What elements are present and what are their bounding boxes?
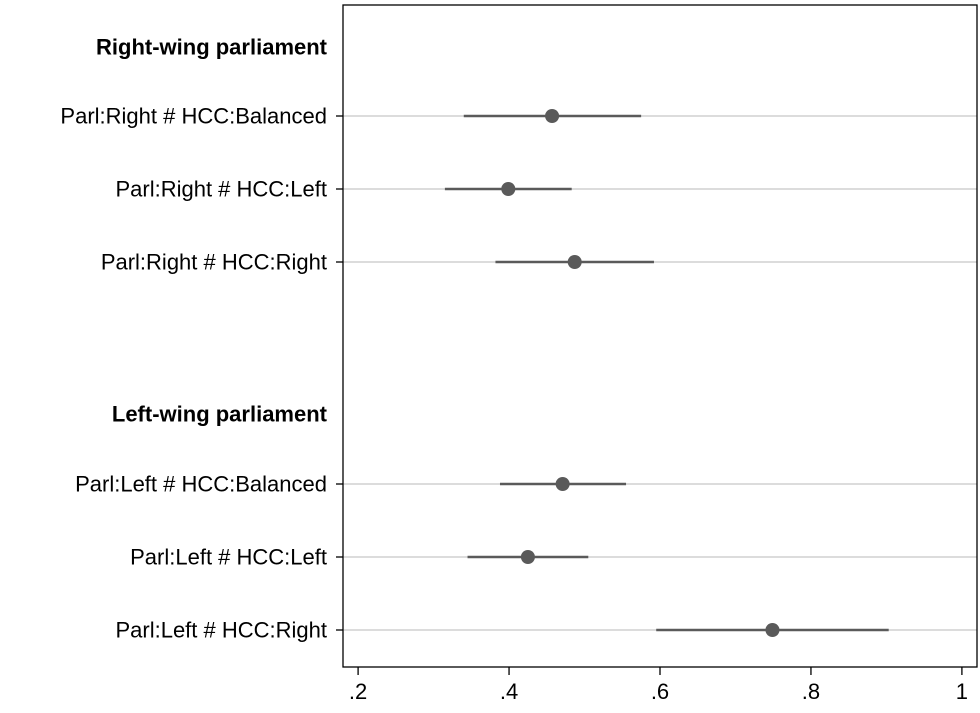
x-axis: .2 .4 .6 .8 1: [349, 667, 968, 704]
plot-frame: [342, 4, 978, 668]
row-labels: Right-wing parliament Parl:Right # HCC:Ba…: [60, 35, 343, 643]
x-tick-label: .8: [802, 679, 820, 704]
row-label: Parl:Left # HCC:Right: [115, 618, 327, 643]
estimate-marker: [555, 477, 570, 491]
x-tick-label: .6: [651, 679, 669, 704]
point-estimates: [501, 109, 780, 637]
grid-lines: [343, 115, 977, 631]
estimate-marker: [567, 255, 582, 269]
row-label: Parl:Right # HCC:Balanced: [60, 104, 327, 129]
x-tick-label: .4: [500, 679, 518, 704]
group-heading: Right-wing parliament: [96, 35, 328, 60]
estimate-marker: [545, 109, 560, 123]
row-label: Parl:Left # HCC:Balanced: [75, 472, 327, 497]
estimate-marker: [501, 182, 516, 196]
estimate-marker: [520, 550, 535, 564]
x-tick-label: .2: [349, 679, 367, 704]
x-tick-label: 1: [956, 679, 968, 704]
row-label: Parl:Right # HCC:Left: [115, 177, 327, 202]
row-label: Parl:Left # HCC:Left: [130, 545, 327, 570]
row-label: Parl:Right # HCC:Right: [101, 250, 327, 275]
estimate-marker: [765, 623, 780, 637]
group-heading: Left-wing parliament: [112, 402, 328, 427]
